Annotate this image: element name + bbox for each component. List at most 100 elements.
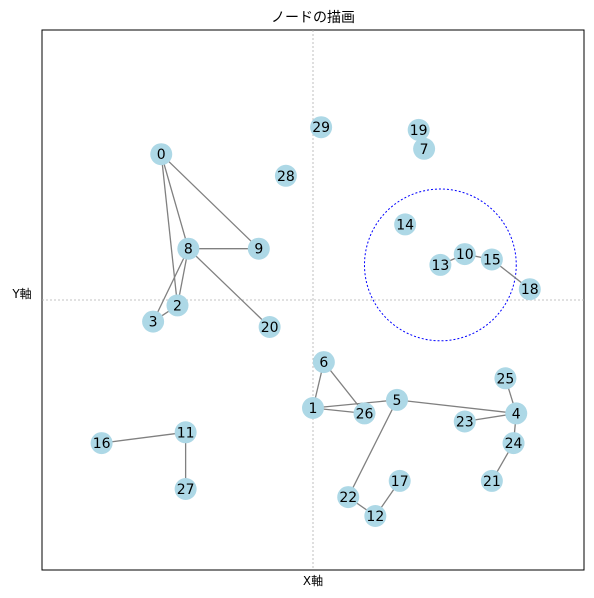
node-label: 28 — [277, 169, 295, 185]
node-25: 25 — [494, 367, 517, 390]
node-label: 10 — [456, 247, 474, 263]
node-label: 20 — [261, 320, 279, 336]
node-marker — [453, 410, 476, 433]
node-label: 22 — [339, 490, 357, 506]
node-label: 21 — [483, 474, 501, 490]
node-4: 4 — [505, 402, 528, 425]
node-24: 24 — [502, 432, 525, 455]
node-marker — [177, 237, 200, 260]
node-label: 4 — [512, 406, 521, 422]
node-marker — [502, 432, 525, 455]
node-22: 22 — [337, 486, 360, 509]
node-marker — [353, 402, 376, 425]
node-marker — [312, 351, 335, 374]
node-marker — [90, 432, 113, 455]
node-marker — [494, 367, 517, 390]
node-marker — [505, 402, 528, 425]
node-marker — [453, 243, 476, 266]
node-18: 18 — [518, 278, 541, 301]
node-marker — [364, 505, 387, 527]
node-marker — [337, 486, 360, 509]
node-marker — [518, 278, 541, 301]
node-marker — [480, 469, 503, 492]
node-3: 3 — [142, 310, 165, 333]
edge-8-3 — [152, 248, 189, 322]
edges-layer — [101, 153, 531, 517]
node-marker — [407, 118, 430, 141]
node-marker — [174, 478, 197, 500]
node-7: 7 — [413, 137, 436, 160]
node-label: 27 — [177, 482, 195, 498]
node-6: 6 — [312, 351, 335, 374]
edge-1-5 — [312, 399, 398, 409]
edge-0-8 — [160, 154, 189, 249]
node-marker — [150, 143, 173, 166]
node-marker — [302, 397, 324, 419]
edge-5-22 — [347, 399, 398, 498]
node-15: 15 — [480, 248, 503, 271]
node-marker — [274, 164, 297, 187]
node-marker — [310, 116, 333, 139]
y-axis-label: Y軸 — [11, 287, 31, 301]
node-2: 2 — [166, 294, 189, 317]
node-20: 20 — [258, 316, 281, 338]
node-28: 28 — [274, 164, 297, 187]
edge-0-2 — [160, 154, 179, 306]
edge-5-4 — [396, 399, 517, 415]
node-label: 1 — [309, 401, 318, 417]
node-marker — [413, 137, 436, 160]
node-marker — [386, 388, 409, 411]
node-13: 13 — [429, 253, 452, 276]
node-label: 14 — [396, 217, 414, 233]
node-5: 5 — [386, 388, 409, 411]
node-marker — [429, 253, 452, 276]
edge-0-9 — [160, 153, 260, 250]
node-11: 11 — [174, 421, 197, 444]
node-12: 12 — [364, 505, 387, 527]
node-label: 3 — [149, 315, 158, 331]
node-1: 1 — [302, 397, 324, 419]
node-marker — [166, 294, 189, 317]
node-label: 23 — [456, 415, 474, 431]
node-19: 19 — [407, 118, 430, 141]
node-14: 14 — [394, 213, 417, 236]
node-23: 23 — [453, 410, 476, 433]
node-marker — [394, 213, 417, 236]
node-label: 18 — [521, 282, 539, 298]
node-label: 17 — [391, 474, 409, 490]
node-9: 9 — [247, 237, 270, 260]
edge-8-20 — [187, 248, 271, 328]
x-axis-label: X軸 — [303, 574, 323, 588]
node-label: 7 — [420, 142, 429, 158]
node-label: 19 — [410, 123, 428, 139]
node-label: 12 — [366, 509, 384, 525]
edge-11-16 — [101, 431, 186, 444]
node-label: 9 — [254, 242, 263, 258]
highlight-circle — [363, 188, 517, 342]
node-label: 2 — [173, 298, 182, 314]
node-marker — [174, 421, 197, 444]
node-21: 21 — [480, 469, 503, 492]
node-label: 25 — [496, 371, 514, 387]
node-16: 16 — [90, 432, 113, 455]
node-label: 24 — [505, 436, 523, 452]
node-label: 0 — [157, 147, 166, 163]
node-26: 26 — [353, 402, 376, 425]
node-label: 16 — [93, 436, 111, 452]
node-label: 13 — [431, 258, 449, 274]
node-label: 11 — [177, 425, 195, 441]
node-10: 10 — [453, 243, 476, 266]
node-27: 27 — [174, 478, 197, 500]
node-marker — [247, 237, 270, 260]
node-label: 6 — [319, 355, 328, 371]
node-label: 26 — [356, 406, 374, 422]
node-0: 0 — [150, 143, 173, 166]
node-label: 15 — [483, 253, 501, 269]
node-17: 17 — [388, 469, 411, 492]
node-label: 29 — [312, 120, 330, 136]
node-label: 8 — [184, 242, 193, 258]
node-marker — [142, 310, 165, 333]
